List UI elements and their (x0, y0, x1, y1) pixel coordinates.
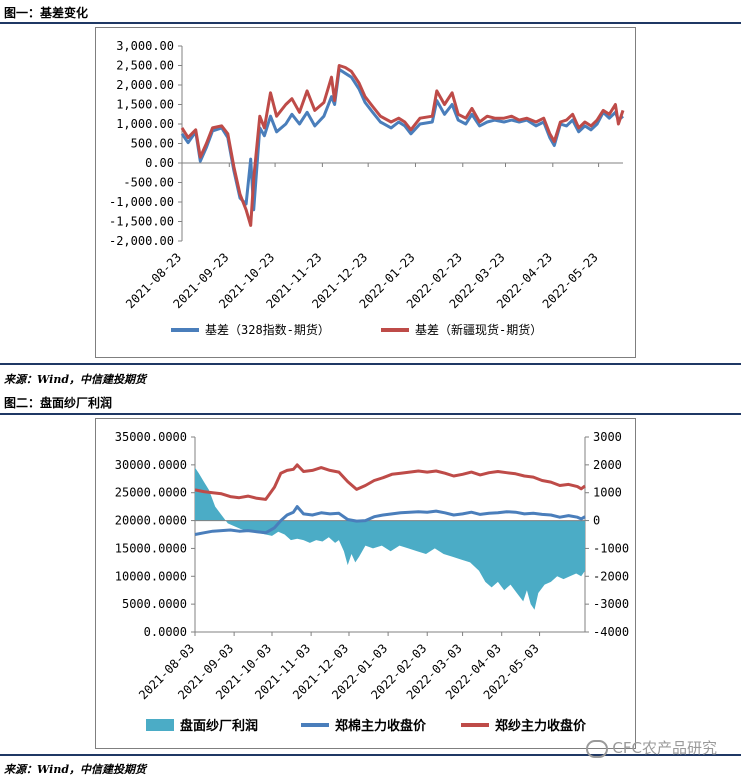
chart2-cotton-price-line (194, 505, 586, 536)
chart1-svg: 3,000.00 2,500.00 2,000.00 1,500.00 1,000.00… (109, 39, 625, 337)
chart2-legend-label: 郑纱主力收盘价 (495, 718, 587, 734)
figure2-bottom-rule (0, 754, 741, 756)
chart2-yarn-price-line (194, 463, 586, 501)
chart1-y-tick-label: 1,500.00 (116, 98, 174, 112)
chart2-left-tick-label: 20000.0000 (115, 514, 187, 528)
watermark: CFC农产品研究 (586, 737, 717, 758)
chart1-y-tick-label: -1,500.00 (109, 215, 174, 229)
chart2-right-tick-label: 3000 (593, 430, 622, 444)
figure1-bottom-rule (0, 363, 741, 365)
figure1-title: 图一：基差变化 (4, 6, 89, 20)
chart2-left-tick-label: 25000.0000 (115, 486, 187, 500)
chart2-right-tick-label: -3000 (593, 597, 629, 611)
chart1-y-tick-label: 3,000.00 (116, 39, 174, 53)
chart1-series-red-line (180, 64, 625, 227)
watermark-text: CFC农产品研究 (612, 739, 717, 757)
chart1-y-tick-label: 0.00 (145, 156, 174, 170)
figure1-top-rule (0, 22, 741, 24)
chart2-legend-label: 盘面纱厂利润 (180, 718, 258, 734)
chart2-profit-area (195, 467, 585, 610)
chart1-legend-label: 基差（新疆现货-期货） (415, 322, 542, 337)
chart1-y-tick-label: -500.00 (123, 176, 174, 190)
chart1-y-tick-label: 2,500.00 (116, 59, 174, 73)
chart2-frame: 35000.0000 30000.0000 25000.0000 20000.0000… (95, 418, 636, 749)
chart1-y-tick-label: -2,000.00 (109, 234, 174, 248)
chart1-frame: 3,000.00 2,500.00 2,000.00 1,500.00 1,000.00… (95, 27, 636, 358)
chart2-right-tick-label: -1000 (593, 541, 629, 555)
chart2-left-tick-label: 15000.0000 (115, 541, 187, 555)
chart1-series-blue-line (180, 67, 624, 212)
chart1-y-tick-label: 1,000.00 (116, 117, 174, 131)
chart1-y-tick-label: -1,000.00 (109, 195, 174, 209)
chart2-right-tick-label: 0 (593, 514, 600, 528)
figure1-source: 来源：Wind，中信建投期货 (4, 373, 147, 386)
chart2-left-tick-label: 0.0000 (144, 625, 187, 639)
chart2-right-tick-label: -4000 (593, 625, 629, 639)
figure2-source: 来源：Wind，中信建投期货 (4, 763, 147, 776)
chart1-y-tick-label: 500.00 (131, 137, 174, 151)
chart2-left-tick-label: 35000.0000 (115, 430, 187, 444)
wechat-icon (586, 739, 609, 758)
chart2-legend-swatch (146, 719, 174, 731)
chart1-y-tick-label: 2,000.00 (116, 78, 174, 92)
chart2-left-tick-label: 5000.0000 (122, 597, 187, 611)
figure2-title: 图二：盘面纱厂利润 (4, 396, 113, 410)
chart2-legend-label: 郑棉主力收盘价 (335, 718, 427, 734)
chart2-right-tick-label: 2000 (593, 458, 622, 472)
chart2-right-tick-label: -2000 (593, 569, 629, 583)
chart1-legend-label: 基差（328指数-期货） (205, 322, 330, 337)
chart2-left-tick-label: 30000.0000 (115, 458, 187, 472)
chart2-svg: 35000.000030000.000025000.000020000.0000… (115, 430, 629, 734)
chart2-right-tick-label: 1000 (593, 486, 622, 500)
chart2-left-tick-label: 10000.0000 (115, 569, 187, 583)
figure2-top-rule (0, 413, 741, 415)
